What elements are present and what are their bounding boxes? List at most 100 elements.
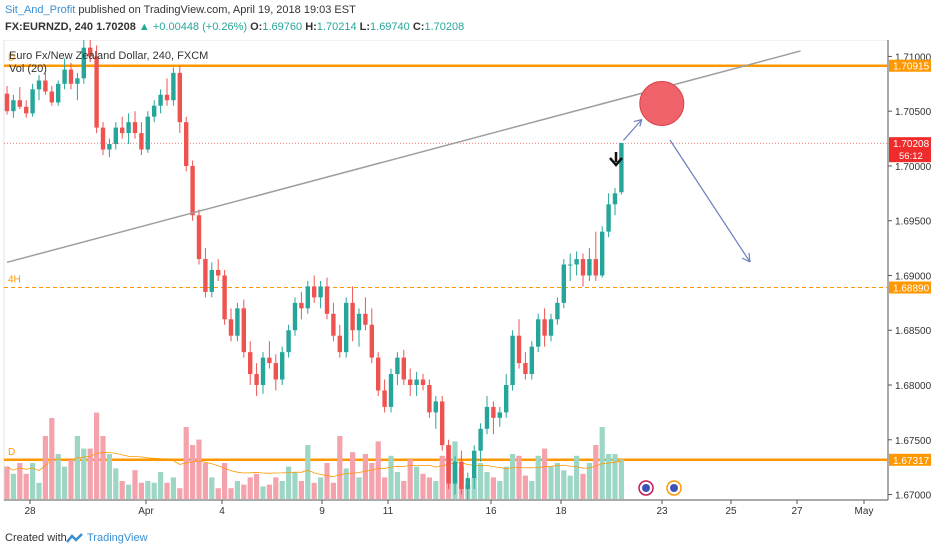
candle-body: [62, 69, 67, 84]
volume-bar: [30, 463, 36, 499]
price-axis[interactable]: 1.71000 1.70500 1.70000 1.69500 1.69000 1.685…: [888, 52, 932, 502]
close-label: C:: [412, 21, 425, 33]
volume-bar: [119, 481, 125, 499]
volume-bar: [279, 481, 285, 499]
candle-body: [510, 335, 515, 385]
time-tick-label: 16: [485, 506, 497, 517]
volume-bar: [190, 445, 196, 499]
volume-bar: [433, 481, 439, 499]
candle-body: [568, 264, 573, 266]
candle-body: [177, 72, 182, 123]
price-tick-label: 1.67500: [895, 436, 932, 447]
event-flag-icon-inner: [670, 484, 678, 492]
tradingview-brand[interactable]: TradingView: [87, 532, 148, 544]
candle-body: [49, 91, 54, 103]
low-value: 1.69740: [370, 21, 410, 33]
candle-body: [356, 313, 362, 331]
candle-body: [414, 379, 419, 385]
volume-bar: [350, 452, 356, 499]
grid: [3, 39, 889, 501]
volume-bar: [94, 412, 100, 499]
candle-body: [580, 259, 586, 276]
volume-ma-line: [6, 451, 622, 478]
candle-body: [401, 357, 406, 380]
candle-body: [11, 100, 16, 112]
volume-bar: [254, 473, 260, 499]
symbol-label: FX:EURNZD, 240: [5, 21, 94, 33]
volume-bar: [55, 454, 61, 499]
candle-body: [248, 352, 253, 375]
candle-body: [472, 450, 477, 479]
candle-body: [81, 47, 86, 79]
candle-body: [484, 406, 490, 429]
volume-bar: [478, 463, 484, 499]
candle-body: [536, 319, 541, 347]
candle-body: [408, 379, 413, 385]
candle-body: [235, 308, 240, 336]
candle-body: [600, 231, 605, 276]
volume-bar: [426, 477, 432, 499]
candle-body: [113, 127, 118, 145]
price-tick-label: 1.68500: [895, 326, 932, 337]
candle-body: [555, 302, 560, 320]
drawings[interactable]: [6, 50, 801, 496]
down-arrow-icon: [609, 152, 623, 167]
last-price: 1.70208: [96, 21, 136, 33]
footer: Created with TradingView: [0, 527, 932, 550]
candle-body: [209, 270, 214, 292]
candle-body: [382, 390, 387, 407]
candle-body: [420, 379, 426, 385]
volume-bar: [542, 448, 548, 499]
candle-body: [88, 47, 93, 57]
volume-bar: [567, 475, 573, 499]
price-change: ▲ +0.00448 (+0.26%): [138, 21, 248, 33]
volume-bar: [177, 488, 183, 499]
volume-bar: [510, 454, 516, 499]
last-price-tag: [889, 137, 931, 163]
candle-body: [24, 106, 29, 114]
level-price-tag: [889, 281, 931, 294]
candle-body: [100, 127, 106, 150]
author-link[interactable]: Sit_And_Profit: [5, 4, 76, 16]
candle-body: [548, 319, 554, 336]
volume-bar: [247, 477, 253, 499]
candles: [4, 36, 624, 500]
candle-body: [4, 93, 10, 112]
volume-bar: [554, 463, 560, 499]
plot-frame: [3, 39, 889, 501]
volume-bar: [548, 466, 554, 499]
volume-bar: [490, 477, 496, 499]
volume-bar: [266, 484, 272, 499]
candle-body: [254, 374, 259, 385]
volume-bar: [497, 481, 503, 499]
price-tick-label: 1.69500: [895, 217, 932, 228]
time-axis[interactable]: 28 Apr 4 9 11 16 18 23 25 27 May: [24, 500, 873, 517]
volume-bar: [561, 470, 567, 499]
candle-body: [190, 165, 195, 216]
price-tick-label: 1.69000: [895, 271, 932, 282]
price-chart[interactable]: D 4H D 1.71000 1.70500 1.70000 1.69500 1.69000…: [0, 36, 932, 527]
candle-body: [350, 302, 355, 331]
volume-bar: [388, 455, 394, 499]
level-label: D: [8, 447, 15, 458]
candle-body: [158, 94, 163, 106]
time-tick-label: Apr: [138, 506, 154, 517]
candle-body: [17, 100, 22, 107]
volume-bar: [292, 472, 298, 499]
volume-bar: [113, 468, 119, 499]
volume-bars: [4, 412, 624, 499]
tradingview-logo-icon: [66, 533, 83, 543]
candle-body: [196, 215, 202, 260]
candle-body: [459, 461, 464, 490]
candle-body: [216, 270, 221, 276]
volume-bar: [62, 466, 68, 499]
close-value: 1.70208: [424, 21, 465, 33]
candle-body: [497, 412, 502, 418]
candle-body: [267, 357, 272, 364]
projection-down-arrowhead: [741, 252, 751, 263]
time-tick-label: 28: [24, 506, 36, 517]
candle-body: [478, 428, 483, 451]
candle-body: [68, 69, 74, 84]
candle-body: [446, 445, 451, 484]
chart-area[interactable]: D 4H D 1.71000 1.70500 1.70000 1.69500 1.69000…: [0, 36, 932, 527]
